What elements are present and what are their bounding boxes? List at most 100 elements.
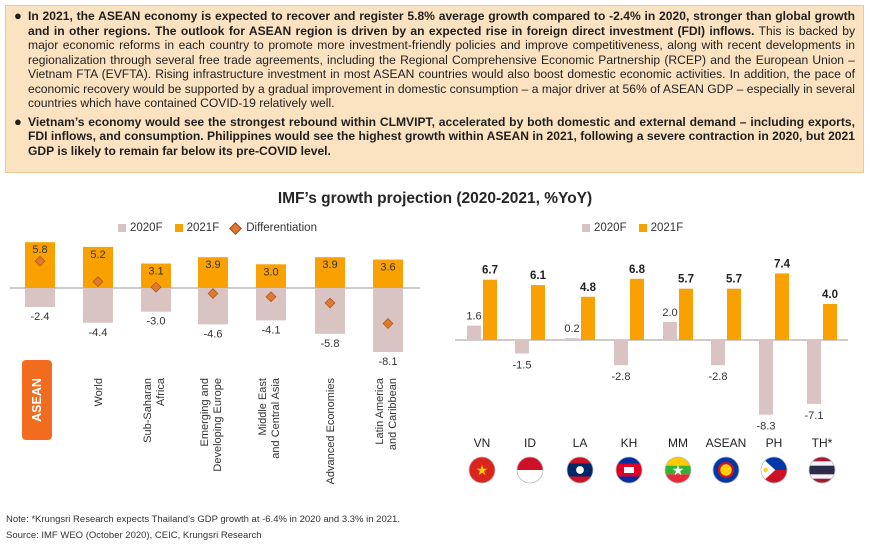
rlabel-2020-4: 2.0 [662,307,677,319]
diff-marker-1 [92,276,104,288]
rlabel-2020-7: -7.1 [805,410,824,422]
summary-bullet-2-bold: Vietnam’s economy would see the stronges… [28,114,855,158]
rlabel-2021-1: 6.1 [530,270,547,282]
category-label-line: Developing Europe [212,378,224,472]
label-2020-5: -5.8 [321,338,340,350]
legend-swatch-2021-right [638,224,647,232]
category-label-5: Advanced Economies [325,378,337,485]
legend-swatch-2021 [174,224,183,232]
label-2021-3: 3.9 [205,259,220,271]
bar-2020-5 [315,288,345,334]
country-label-6: PH [766,436,783,450]
legend-item-2020: 2020F [118,222,163,234]
rlabel-2021-0: 6.7 [482,265,498,277]
rlabel-2021-4: 5.7 [678,274,694,286]
category-label-4: Middle Eastand Central Asia [257,377,282,459]
chart-title: IMF’s growth projection (2020-2021, %YoY… [277,190,593,207]
rbar-2020-4 [663,322,677,340]
rbar-2020-7 [807,340,821,404]
asean-tag-label: ASEAN [30,378,44,422]
country-label-2: LA [573,436,588,450]
label-2021-2: 3.1 [148,266,163,278]
legend-item-2021: 2021F [174,222,220,234]
rlabel-2020-0: 1.6 [466,311,481,323]
rlabel-2021-2: 4.8 [580,282,597,294]
label-2020-4: -4.1 [262,324,281,336]
category-label-line: and Central Asia [270,377,282,459]
ph-flag-icon [760,456,788,484]
label-2020-2: -3.0 [147,316,166,328]
bullet-dot: ● [14,8,22,23]
rlabel-2021-5: 5.7 [726,274,742,286]
category-label-line: World [93,378,105,407]
rbar-2020-6 [759,340,773,415]
source-text: Source: IMF WEO (October 2020), CEIC, Kr… [6,530,262,541]
note-text: Note: *Krungsri Research expects Thailan… [6,514,400,525]
rbar-2021-1 [531,285,545,340]
country-label-7: TH* [812,436,833,450]
label-2021-5: 3.9 [322,259,337,271]
diff-marker-5 [324,297,336,309]
summary-box: ● In 2021, the ASEAN economy is expected… [5,5,864,173]
rbar-2021-3 [630,278,644,340]
legend-swatch-2020-right [582,224,590,232]
label-2021-6: 3.6 [380,262,395,274]
mm-flag-icon: ★ [664,456,692,484]
summary-bullet-2: ● Vietnam’s economy would see the strong… [12,114,855,159]
bar-2020-0 [25,288,55,307]
category-label-line: Sub-Saharan [142,378,154,443]
right-legend: 2020F 2021F [582,222,695,234]
category-label-line: and Caribbean [387,378,399,450]
notes: Note: *Krungsri Research expects Thailan… [6,512,400,544]
country-label-0: VN [474,436,491,450]
rlabel-2020-6: -8.3 [757,421,776,433]
svg-text:★: ★ [476,462,489,478]
legend-label-2020: 2020F [130,222,163,234]
summary-bullet-1: ● In 2021, the ASEAN economy is expected… [12,8,856,111]
rbar-2021-2 [581,296,595,340]
left-legend: 2020F 2021F Differentiation [118,221,329,235]
rbar-2020-2 [565,338,579,340]
bar-2021-6 [373,259,403,288]
rbar-2020-5 [711,340,725,366]
country-label-3: KH [621,436,638,450]
legend-label-2021: 2021F [186,222,220,234]
rbar-2020-1 [515,340,529,354]
category-label-line: Emerging and [199,378,211,447]
summary-bullet-1-text: This is backed by major economic reforms… [28,23,856,111]
bar-2020-1 [83,288,113,323]
category-label-3: Emerging andDeveloping Europe [199,378,224,472]
bar-2021-5 [315,257,345,288]
category-label-line: Advanced Economies [325,378,337,485]
category-label-line: Africa [155,377,167,406]
label-2020-3: -4.6 [204,328,223,340]
category-label-line: Middle East [257,378,269,435]
diff-marker-4 [265,291,277,303]
legend-item-diff: Differentiation [229,221,317,235]
rbar-2021-6 [775,273,789,340]
rlabel-2020-1: -1.5 [513,360,532,372]
category-label-6: Latin Americaand Caribbean [374,377,399,450]
rbar-2020-3 [614,340,628,366]
legend-label-2020-right: 2020F [594,222,627,234]
country-label-5: ASEAN [706,436,747,450]
svg-text:★: ★ [672,462,685,478]
rlabel-2020-3: -2.8 [612,371,631,383]
diff-marker-0 [34,255,46,267]
rbar-2021-0 [483,279,497,340]
summary-bullet-1-bold: In 2021, the ASEAN economy is expected t… [28,9,855,38]
label-2021-4: 3.0 [263,266,278,278]
legend-swatch-2020 [118,224,126,232]
vn-flag-icon: ★ [468,456,496,484]
rbar-2021-5 [727,288,741,340]
rlabel-2021-3: 6.8 [629,264,646,276]
rlabel-2020-2: 0.2 [564,323,579,335]
diff-marker-6 [382,318,394,329]
diff-marker-2 [150,281,162,293]
asean-category-tag: ASEAN [22,360,52,440]
rbar-2021-4 [679,288,693,340]
label-2020-6: -8.1 [379,356,398,368]
label-2020-1: -4.4 [89,327,108,339]
rbar-2021-7 [823,304,837,340]
